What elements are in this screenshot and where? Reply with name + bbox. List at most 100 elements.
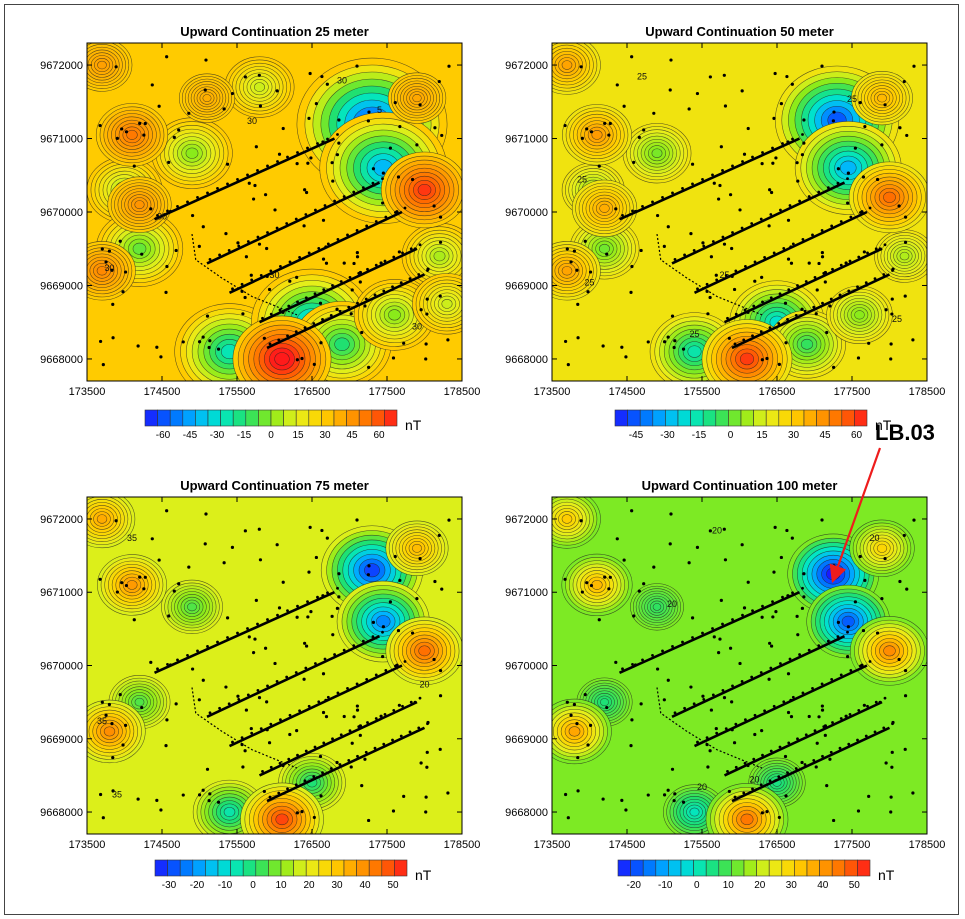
measurement-point xyxy=(705,742,709,747)
measurement-point xyxy=(309,609,313,614)
measurement-point xyxy=(867,341,871,345)
measurement-point xyxy=(286,609,289,613)
measurement-point xyxy=(777,322,781,325)
measurement-point xyxy=(734,312,738,316)
colorbar-swatch xyxy=(368,859,383,877)
measurement-point xyxy=(695,91,700,96)
measurement-point xyxy=(695,545,700,549)
measurement-point xyxy=(355,255,360,259)
measurement-point xyxy=(826,639,830,643)
measurement-point xyxy=(402,794,406,799)
contour-label: 25 xyxy=(847,94,857,104)
measurement-point xyxy=(846,177,849,181)
colorbar-swatch xyxy=(331,859,345,877)
colorbar-swatch xyxy=(665,409,679,427)
measurement-point xyxy=(225,616,230,620)
anomaly-contour xyxy=(126,580,138,590)
measurement-point xyxy=(243,295,247,300)
colorbar-swatch xyxy=(217,859,231,877)
contour-label: 25 xyxy=(637,72,647,82)
chart-title: Upward Continuation 75 meter xyxy=(180,478,369,493)
survey-line xyxy=(618,591,801,675)
measurement-point xyxy=(743,761,747,765)
measurement-point xyxy=(150,83,154,87)
measurement-point xyxy=(751,155,754,159)
survey-path xyxy=(656,233,763,316)
measurement-point xyxy=(257,73,261,77)
anomaly-contour xyxy=(739,352,755,366)
measurement-point xyxy=(349,765,353,769)
measurement-point xyxy=(631,662,634,666)
measurement-point xyxy=(822,725,826,729)
measurement-point xyxy=(624,808,628,812)
measurement-point xyxy=(652,111,656,115)
measurement-point xyxy=(276,160,279,163)
measurement-point xyxy=(751,334,754,338)
colorbar-swatch xyxy=(258,409,272,427)
anomaly-contour xyxy=(412,94,422,103)
measurement-point xyxy=(331,633,335,637)
measurement-point xyxy=(208,711,212,715)
measurement-point xyxy=(352,261,356,266)
measurement-point xyxy=(249,273,253,277)
measurement-point xyxy=(393,101,397,105)
measurement-point xyxy=(878,700,882,704)
measurement-point xyxy=(333,199,336,203)
x-tick-label: 177500 xyxy=(369,839,406,851)
measurement-point xyxy=(721,622,724,626)
measurement-point xyxy=(336,691,340,695)
colorbar-tick-label: -10 xyxy=(658,880,673,891)
measurement-point xyxy=(572,249,576,253)
measurement-point xyxy=(98,792,103,797)
measurement-point xyxy=(337,572,341,576)
measurement-point xyxy=(830,678,834,681)
measurement-point xyxy=(167,614,171,618)
contour-label: 35 xyxy=(127,533,137,543)
measurement-point xyxy=(669,58,673,62)
measurement-point xyxy=(752,304,756,308)
measurement-point xyxy=(812,759,816,762)
measurement-point xyxy=(629,744,633,748)
measurement-point xyxy=(800,153,805,157)
measurement-point xyxy=(902,79,906,84)
measurement-point xyxy=(159,808,163,812)
measurement-point xyxy=(784,794,788,798)
measurement-point xyxy=(882,273,886,276)
measurement-point xyxy=(848,259,852,263)
measurement-point xyxy=(172,135,176,139)
measurement-point xyxy=(785,528,789,533)
anomaly-contour xyxy=(441,299,453,309)
measurement-point xyxy=(769,213,773,216)
measurement-point xyxy=(253,183,257,188)
survey-line xyxy=(671,635,846,718)
measurement-point xyxy=(661,649,664,653)
measurement-point xyxy=(715,731,719,735)
measurement-point xyxy=(802,141,806,145)
measurement-point xyxy=(294,330,298,334)
measurement-point xyxy=(322,288,326,292)
contour-label: 25 xyxy=(892,314,902,324)
measurement-point xyxy=(705,736,709,740)
colorbar: -20 -10 0 10 20 30 40 50 nT xyxy=(617,859,895,891)
colorbar-tick-label: 30 xyxy=(319,430,331,441)
measurement-point xyxy=(773,525,777,529)
measurement-point xyxy=(701,241,705,245)
measurement-point xyxy=(875,631,880,635)
colorbar-tick-label: 0 xyxy=(268,430,274,441)
measurement-point xyxy=(303,188,307,192)
measurement-point xyxy=(884,308,888,312)
measurement-point xyxy=(336,586,339,590)
colorbar-swatch xyxy=(652,409,666,427)
contour-label: 20 xyxy=(667,599,677,609)
measurement-point xyxy=(853,600,857,604)
measurement-point xyxy=(298,709,301,713)
measurement-point xyxy=(342,648,346,652)
measurement-point xyxy=(731,684,734,688)
colorbar-swatch xyxy=(677,409,691,427)
measurement-point xyxy=(273,661,277,666)
measurement-point xyxy=(817,190,821,194)
measurement-point xyxy=(397,250,401,254)
colorbar-swatch xyxy=(756,859,770,877)
colorbar-tick-label: 60 xyxy=(851,430,863,441)
